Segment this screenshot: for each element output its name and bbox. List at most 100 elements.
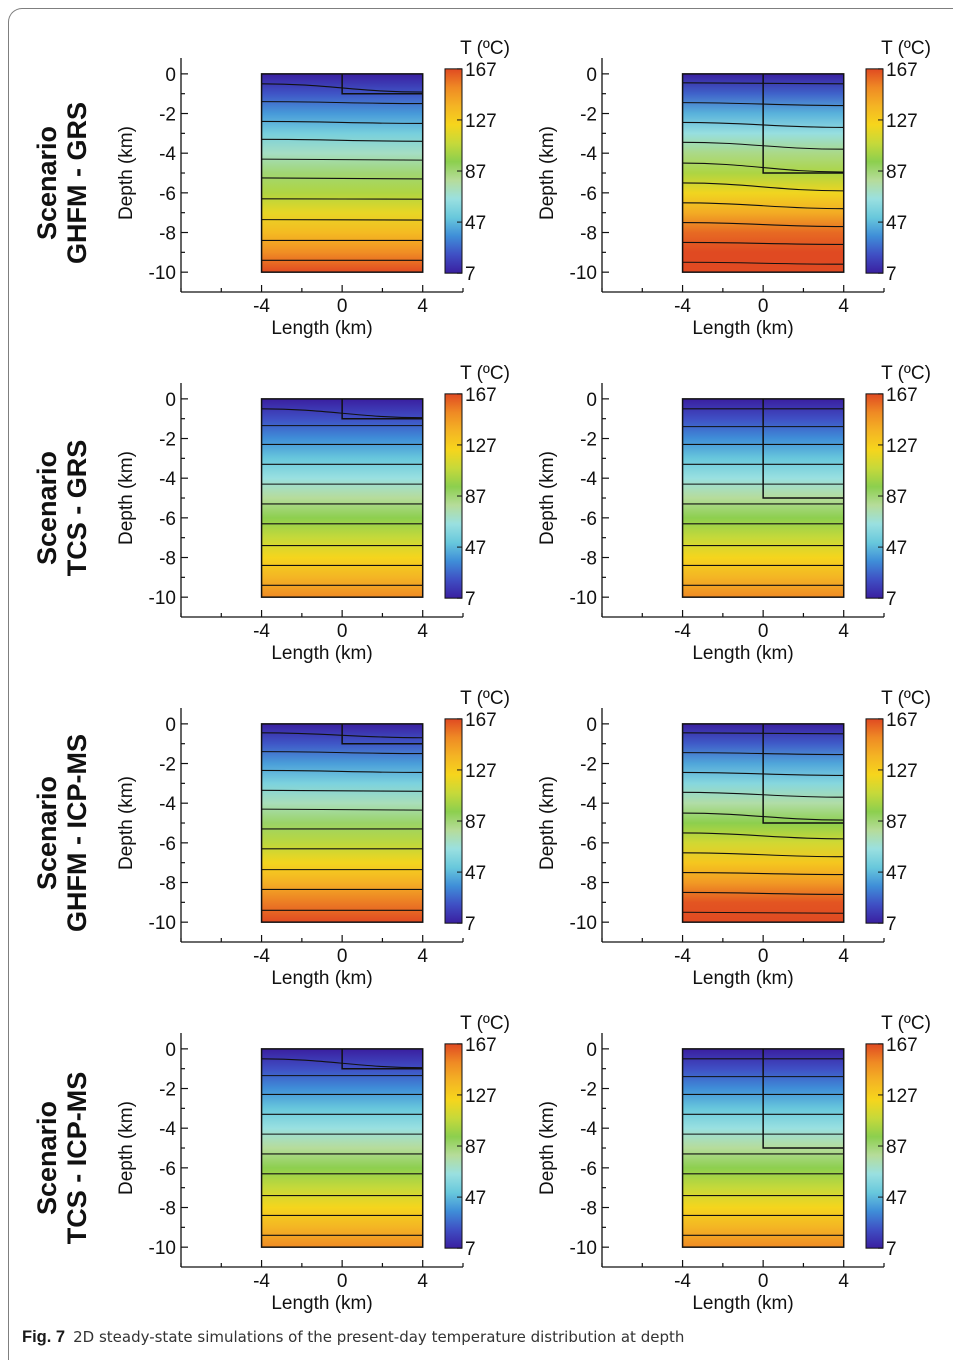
x-tick-label: 4	[838, 946, 849, 967]
colorbar-tick-label: 7	[465, 589, 476, 610]
isotherm-contour	[261, 120, 423, 124]
colorbar-tick-label: 47	[886, 863, 907, 884]
x-tick-label: -4	[253, 946, 270, 967]
x-tick-label: -4	[674, 296, 691, 317]
caption-label: Fig. 7	[22, 1328, 66, 1346]
y-tick-label: -10	[570, 1238, 597, 1259]
isotherm-contour	[682, 261, 844, 265]
fault-zone-outline	[341, 723, 423, 745]
x-tick-label: 0	[337, 621, 348, 642]
isotherm-contour	[682, 911, 844, 914]
block-border	[260, 723, 424, 923]
x-tick-label: 0	[337, 1271, 348, 1292]
y-tick-label: -8	[580, 874, 597, 895]
y-axis-label: Depth (km)	[537, 1101, 558, 1195]
colorbar-tick-label: 7	[886, 589, 897, 610]
colorbar-tick-label: 47	[465, 1188, 486, 1209]
y-axis-label: Depth (km)	[116, 451, 137, 545]
y-axis-label: Depth (km)	[537, 451, 558, 545]
colorbar-tick-label: 87	[886, 162, 907, 183]
y-tick-label: -8	[159, 549, 176, 570]
isotherm-contour	[261, 769, 423, 773]
chart-panel-3: Scenario TCS - GRS 0 -2 -4 -6 -8 -10 -4 0 4 Length …	[32, 363, 510, 664]
x-axis-label: Length (km)	[692, 643, 793, 664]
temperature-field	[261, 398, 423, 598]
y-tick-label: -8	[580, 1199, 597, 1220]
colorbar-tick-label: 167	[465, 385, 497, 406]
x-tick-label: -4	[674, 621, 691, 642]
y-tick-label: 0	[586, 65, 597, 86]
y-tick-label: -4	[580, 469, 597, 490]
fault-zone-outline	[341, 398, 423, 420]
colorbar-tick-label: 127	[465, 1086, 497, 1107]
colorbar-title: T (ºC)	[881, 1013, 931, 1034]
temperature-field	[261, 1048, 423, 1248]
isotherm-contour	[682, 222, 844, 228]
y-tick-label: -2	[159, 1080, 176, 1101]
colorbar-tick-label: 127	[886, 1086, 918, 1107]
y-tick-label: -4	[159, 794, 176, 815]
colorbar-tick-label: 87	[886, 812, 907, 833]
colorbar-tick-label: 7	[465, 264, 476, 285]
colorbar-tick-label: 87	[465, 1137, 486, 1158]
y-tick-label: -2	[159, 755, 176, 776]
colorbar-tick-label: 167	[886, 710, 918, 731]
y-tick-label: 0	[165, 65, 176, 86]
x-tick-label: -4	[253, 296, 270, 317]
colorbar-tick-label: 167	[886, 1035, 918, 1056]
colorbar-tick-label: 127	[886, 436, 918, 457]
isotherm-contour	[682, 872, 844, 876]
isotherm-contour	[682, 202, 844, 210]
row-label-line-2: TCS - GRS	[62, 440, 92, 577]
y-tick-label: -6	[159, 834, 176, 855]
isotherm-contour	[261, 789, 423, 792]
fault-zone-outline	[341, 73, 423, 95]
isotherm-contour	[261, 158, 423, 161]
x-tick-label: 0	[758, 621, 769, 642]
y-tick-label: 0	[586, 390, 597, 411]
colorbar-title: T (ºC)	[460, 1013, 510, 1034]
x-tick-label: 0	[758, 946, 769, 967]
y-tick-label: -2	[580, 1080, 597, 1101]
y-tick-label: -2	[580, 430, 597, 451]
x-tick-label: 0	[337, 946, 348, 967]
x-tick-label: -4	[253, 1271, 270, 1292]
y-tick-label: -6	[159, 509, 176, 530]
y-axis-label: Depth (km)	[116, 776, 137, 870]
colorbar-tick-label: 87	[465, 487, 486, 508]
colorbar-title: T (ºC)	[460, 363, 510, 384]
block-border	[260, 73, 424, 273]
y-tick-label: -10	[149, 913, 176, 934]
colorbar-tick-label: 47	[465, 863, 486, 884]
isotherm-contour	[261, 138, 423, 142]
block-border	[681, 73, 845, 273]
chart-panel-8: 0 -2 -4 -6 -8 -10 -4 0 4 Length (km) Depth (km) 167…	[537, 1013, 931, 1314]
fault-zone-outline	[762, 73, 844, 174]
chart-panel-5: Scenario GHFM - ICP-MS 0 -2 -4 -6 -8 -10 -4 0 4 Len…	[32, 688, 510, 989]
colorbar-tick-label: 167	[465, 1035, 497, 1056]
y-tick-label: 0	[165, 1040, 176, 1061]
colorbar-tick-label: 167	[886, 60, 918, 81]
y-axis-label: Depth (km)	[116, 1101, 137, 1195]
y-tick-label: -8	[159, 1199, 176, 1220]
colorbar-tick-label: 87	[886, 1137, 907, 1158]
y-tick-label: 0	[165, 715, 176, 736]
y-tick-label: -2	[159, 430, 176, 451]
colorbar-tick-label: 47	[886, 213, 907, 234]
colorbar-tick-label: 127	[465, 761, 497, 782]
block-border	[260, 398, 424, 598]
y-tick-label: -6	[580, 834, 597, 855]
y-tick-label: -2	[580, 755, 597, 776]
isotherm-contour	[261, 751, 423, 755]
x-axis-label: Length (km)	[271, 643, 372, 664]
colorbar-tick-label: 127	[886, 111, 918, 132]
colorbar-tick-label: 7	[465, 1239, 476, 1260]
x-tick-label: 4	[417, 296, 428, 317]
chart-panel-2: 0 -2 -4 -6 -8 -10 -4 0 4 Length (km) Depth (km) 167…	[537, 38, 931, 339]
x-axis-label: Length (km)	[271, 318, 372, 339]
fault-zone-outline	[762, 398, 844, 499]
colorbar-tick-label: 47	[465, 538, 486, 559]
figure-caption: Fig. 7 2D steady-state simulations of the…	[22, 1328, 684, 1347]
colorbar-tick-label: 7	[465, 914, 476, 935]
row-label-line-1: Scenario	[32, 451, 62, 565]
